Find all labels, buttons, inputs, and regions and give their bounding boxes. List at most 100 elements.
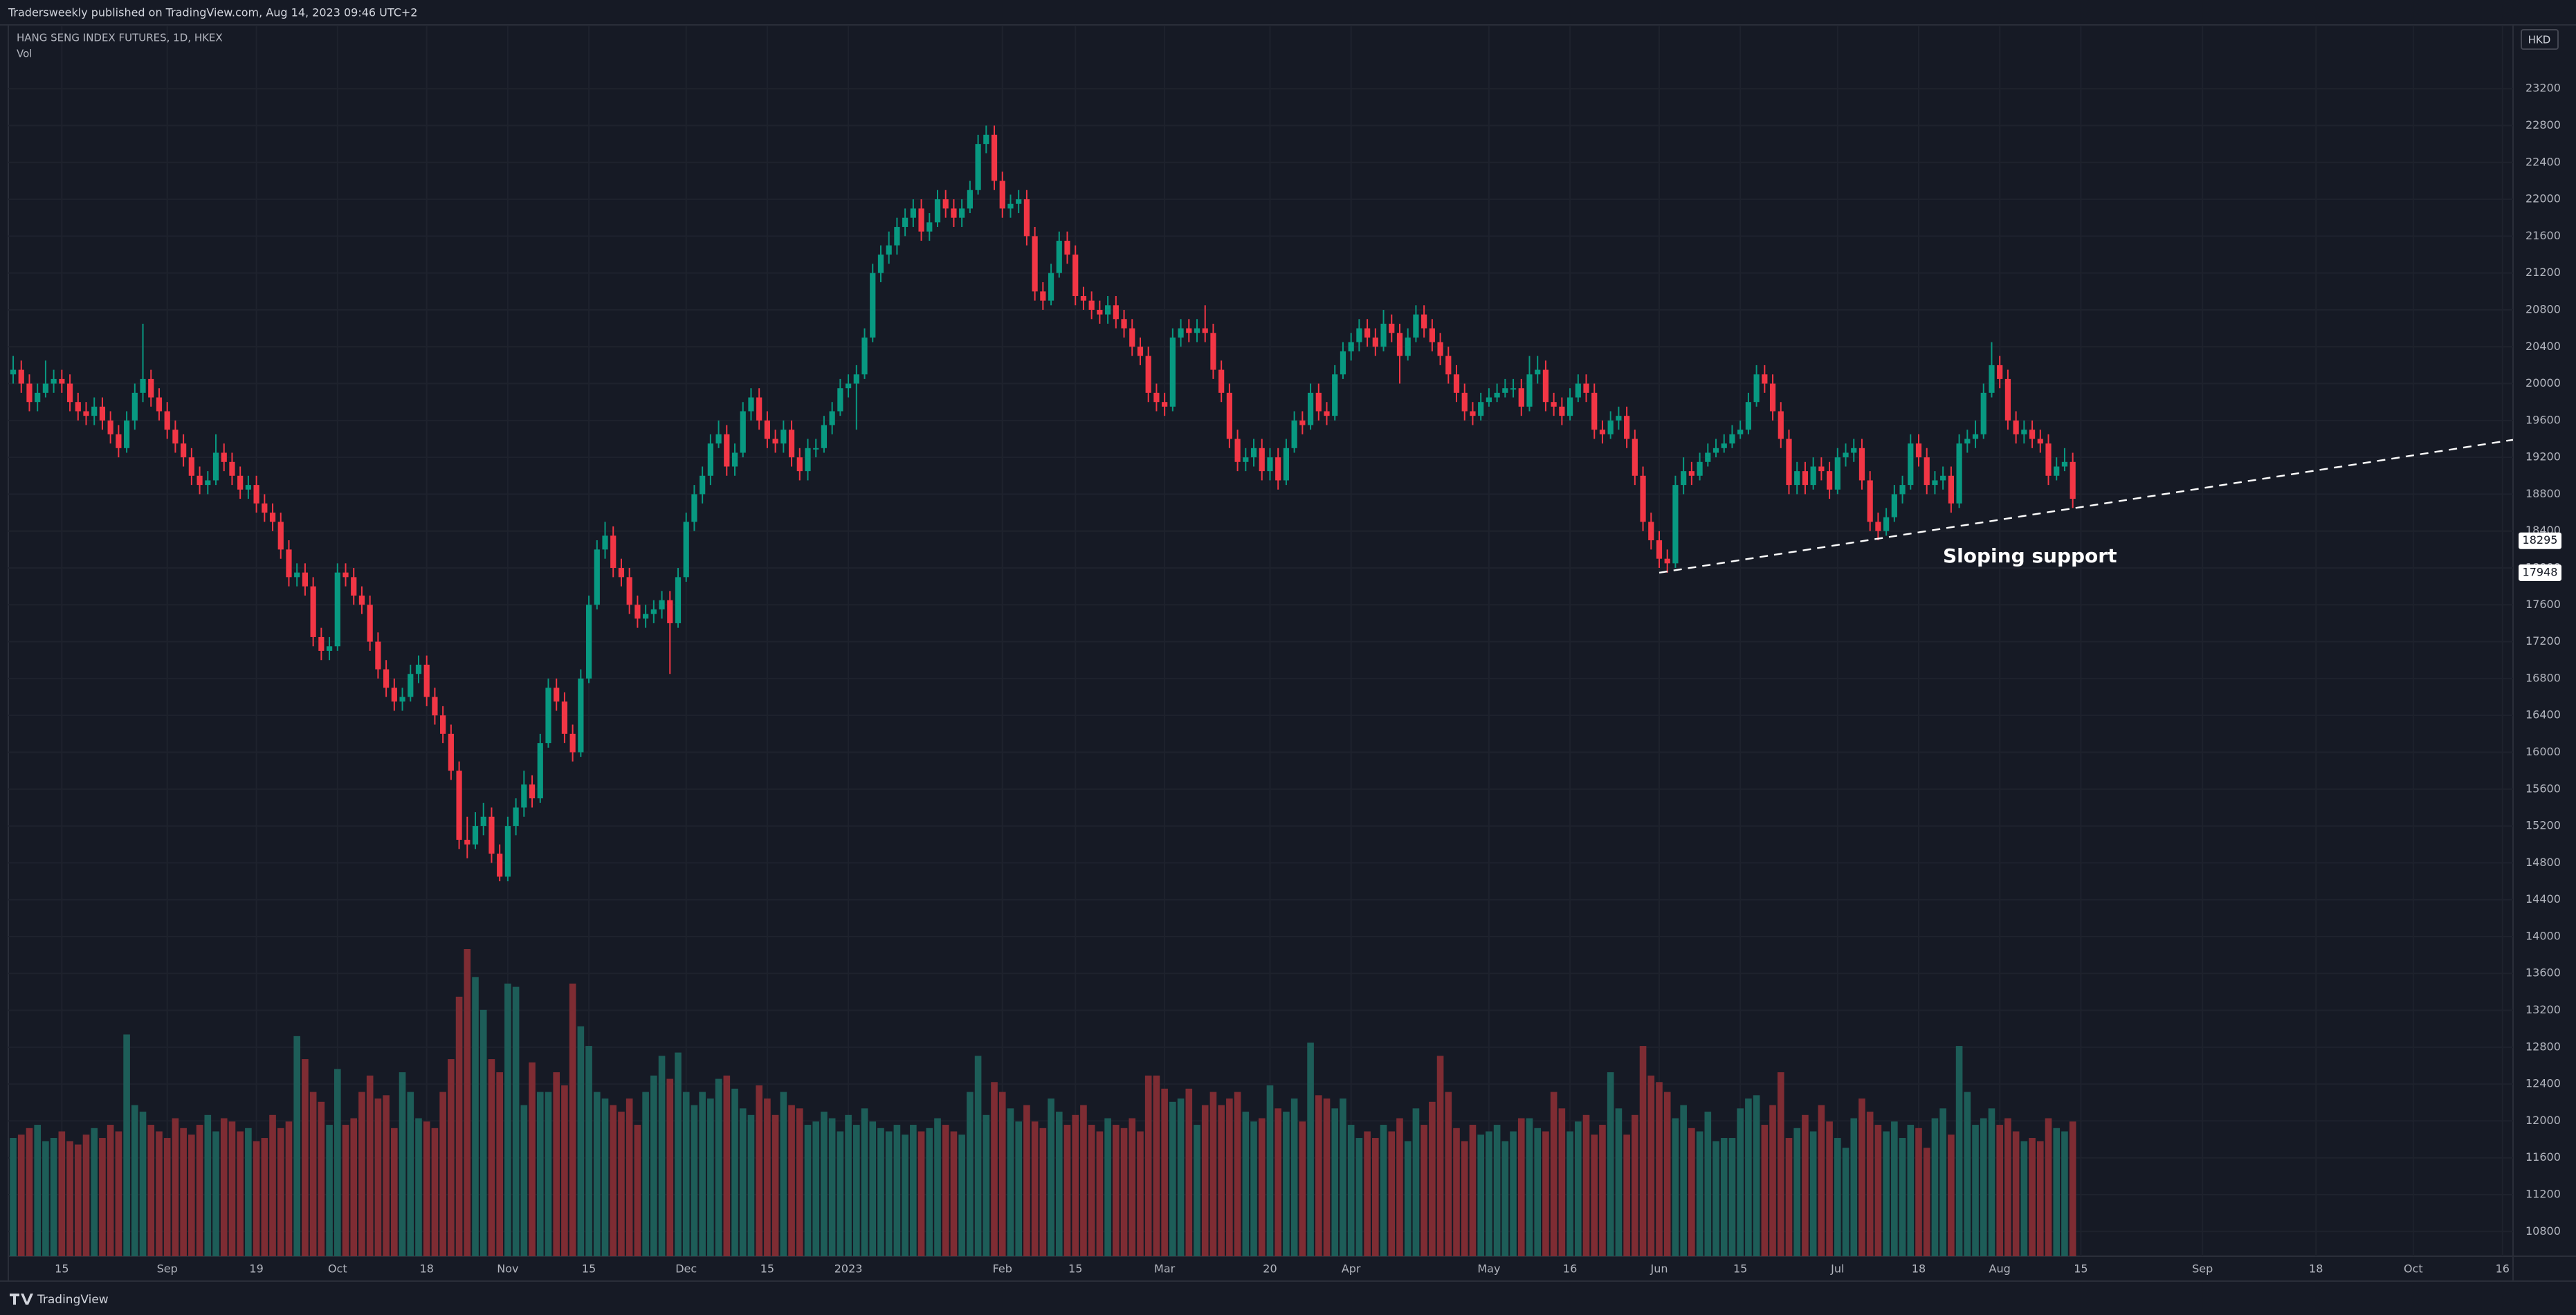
volume-bar [1720, 1138, 1728, 1256]
candle-body [959, 208, 965, 218]
volume-bar [1688, 1128, 1695, 1256]
candle-body [302, 572, 309, 587]
volume-bar [139, 1112, 147, 1256]
volume-bar [1169, 1101, 1176, 1256]
volume-bar [123, 1034, 130, 1256]
volume-bar [82, 1134, 90, 1256]
candle-body [367, 605, 373, 642]
candle-body [1802, 471, 1809, 486]
candle-body [764, 420, 771, 439]
y-tick-label: 15600 [2525, 782, 2561, 795]
volume-bar [1453, 1128, 1460, 1256]
candle-body [1121, 319, 1127, 329]
candle-body [1104, 305, 1111, 315]
volume-bar [131, 1105, 138, 1256]
candle-body [156, 397, 163, 412]
volume-bar [1939, 1108, 1946, 1256]
candle-body [967, 190, 973, 209]
candle-body [1048, 273, 1054, 301]
candle-body [1421, 314, 1427, 329]
y-tick-label: 20800 [2525, 302, 2561, 315]
candle-body [1064, 241, 1070, 255]
currency-button[interactable] [2521, 29, 2559, 50]
brand-name: TradingView [37, 1293, 109, 1307]
volume-bar [391, 1128, 398, 1256]
y-tick-label: 10800 [2525, 1224, 2561, 1238]
y-tick-label: 14800 [2525, 856, 2561, 869]
candle-body [1656, 540, 1663, 559]
volume-bar [1566, 1131, 1573, 1256]
volume-bar [1980, 1118, 1987, 1256]
volume-bar [950, 1131, 958, 1256]
candle-body [675, 577, 682, 623]
candle-body [1624, 416, 1630, 439]
volume-bar [536, 1092, 544, 1256]
volume-bar [1534, 1128, 1542, 1256]
candle-body [1291, 420, 1297, 448]
candle-body [561, 701, 568, 734]
volume-bar [666, 1078, 674, 1256]
candle-body [415, 664, 422, 674]
candle-body [1705, 452, 1711, 462]
volume-bar [974, 1056, 982, 1256]
volume-bar [804, 1125, 812, 1256]
volume-bar [1737, 1108, 1744, 1256]
candle-body [1721, 443, 1727, 448]
volume-bar [902, 1134, 908, 1256]
candle-body [35, 392, 41, 403]
volume-bar [1899, 1138, 1906, 1256]
y-tick-label: 15200 [2525, 819, 2561, 832]
volume-bar [1113, 1125, 1120, 1256]
candle-body [1315, 392, 1322, 412]
candle-body [643, 614, 649, 619]
candle-body [1818, 466, 1825, 472]
candle-body [1283, 448, 1290, 481]
volume-bar [74, 1144, 82, 1256]
candle-body [497, 854, 503, 877]
volume-bar [2029, 1138, 2036, 1256]
y-tick-label: 22000 [2525, 192, 2561, 205]
volume-bar [1436, 1056, 1444, 1256]
candle-body [975, 144, 981, 190]
volume-bar [991, 1082, 998, 1256]
x-tick-label: Oct [328, 1262, 347, 1276]
x-tick-label: 18 [2309, 1262, 2323, 1276]
volume-bar [1039, 1128, 1047, 1256]
volume-bar [58, 1131, 66, 1256]
volume-bar [747, 1114, 755, 1256]
candle-body [902, 217, 908, 228]
candle-body [1980, 392, 1986, 434]
candle-body [1810, 466, 1816, 486]
volume-bar [1031, 1121, 1039, 1256]
volume-bar [188, 1134, 195, 1256]
candle-body [691, 494, 697, 522]
candle-body [1989, 365, 1995, 393]
currency-label[interactable]: HKD [2528, 34, 2551, 46]
volume-bar [1996, 1125, 2003, 1256]
x-tick-label: Jun [1650, 1262, 1668, 1276]
volume-bar [366, 1075, 374, 1256]
volume-bar [893, 1125, 901, 1256]
candle-body [2061, 461, 2068, 467]
volume-bar [1656, 1082, 1663, 1256]
candle-body [1243, 457, 1249, 462]
candle-body [1542, 369, 1549, 403]
volume-bar [1663, 1092, 1671, 1256]
volume-bar [1964, 1092, 1971, 1256]
x-tick-label: Jul [1830, 1262, 1844, 1276]
volume-bar [1055, 1112, 1063, 1256]
volume-bar [1477, 1134, 1484, 1256]
candle-body [1129, 328, 1135, 347]
volume-bar [1161, 1088, 1168, 1256]
candle-body [1575, 383, 1581, 398]
volume-bar [1777, 1072, 1784, 1256]
volume-bar [1023, 1105, 1030, 1256]
candle-body [1972, 434, 1979, 439]
volume-bar [715, 1078, 722, 1256]
volume-bar [625, 1098, 633, 1256]
candle-body [351, 577, 357, 596]
candle-body [1875, 522, 1881, 531]
volume-bar [1915, 1128, 1922, 1256]
candle-body [1616, 416, 1622, 421]
